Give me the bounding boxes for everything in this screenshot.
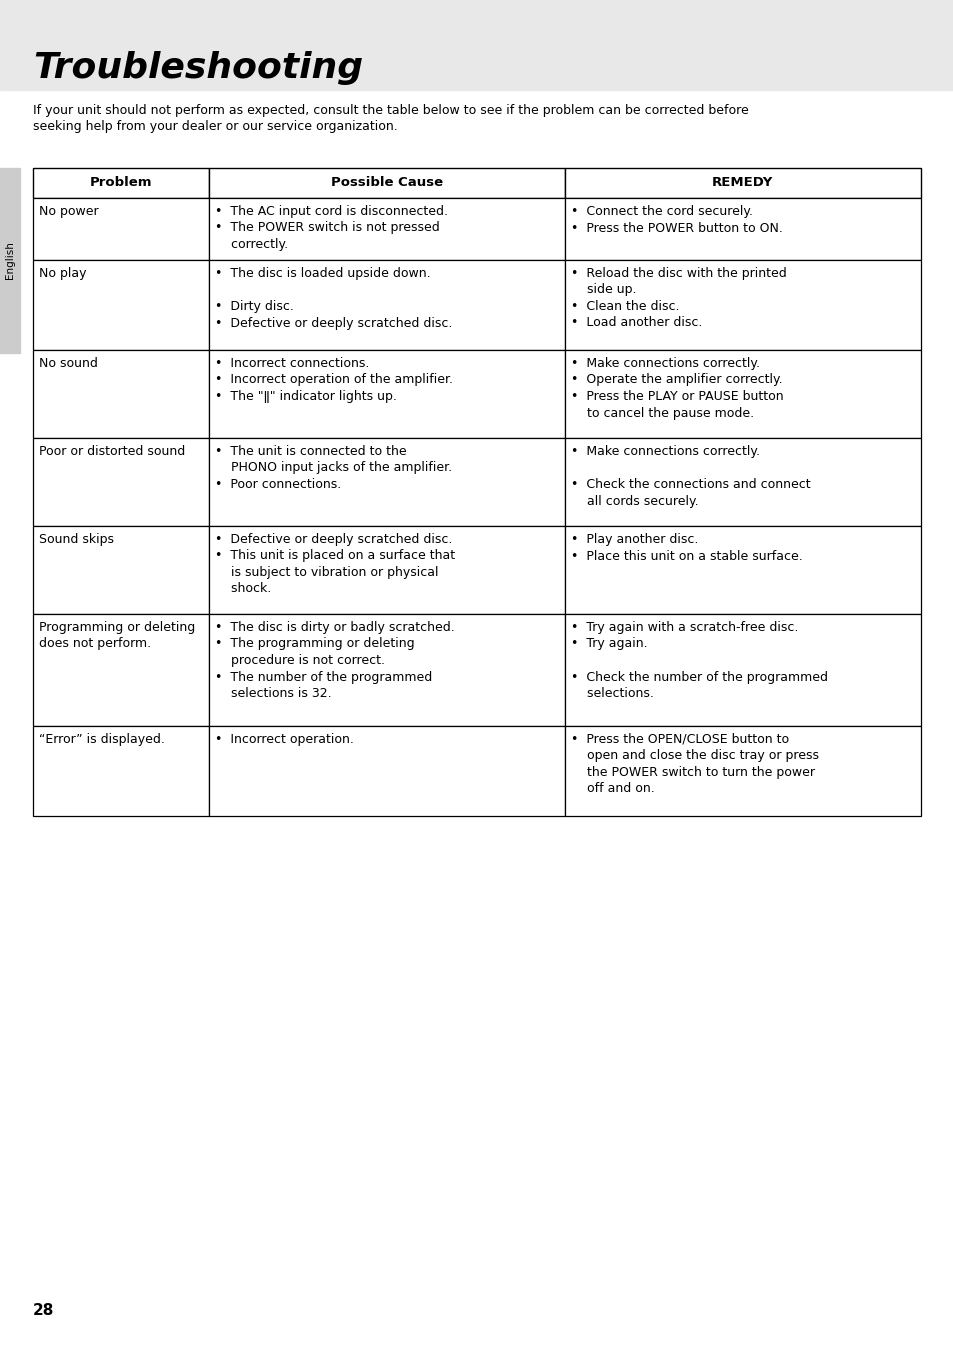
Text: Poor or distorted sound: Poor or distorted sound — [39, 444, 185, 458]
Bar — [209, 725, 564, 816]
Text: REMEDY: REMEDY — [712, 177, 773, 189]
Bar — [33, 438, 209, 526]
Text: •  Connect the cord securely.
•  Press the POWER button to ON.: • Connect the cord securely. • Press the… — [570, 205, 781, 235]
Bar — [33, 199, 209, 259]
Bar — [209, 350, 564, 438]
Bar — [0, 168, 20, 353]
Text: •  Make connections correctly.
•  Operate the amplifier correctly.
•  Press the : • Make connections correctly. • Operate … — [570, 357, 782, 420]
Bar — [564, 438, 920, 526]
Bar — [209, 526, 564, 613]
Bar — [564, 613, 920, 725]
Text: •  The AC input cord is disconnected.
•  The POWER switch is not pressed
    cor: • The AC input cord is disconnected. • T… — [214, 205, 447, 251]
Text: No play: No play — [39, 267, 87, 280]
Text: Programming or deleting
does not perform.: Programming or deleting does not perform… — [39, 621, 195, 650]
Bar — [33, 168, 209, 199]
Text: Troubleshooting: Troubleshooting — [33, 51, 363, 85]
Bar — [33, 526, 209, 613]
Bar — [209, 613, 564, 725]
Text: •  Make connections correctly.

•  Check the connections and connect
    all cor: • Make connections correctly. • Check th… — [570, 444, 810, 508]
Text: Problem: Problem — [90, 177, 152, 189]
Bar — [209, 438, 564, 526]
Bar — [209, 259, 564, 350]
Bar — [564, 259, 920, 350]
Text: If your unit should not perform as expected, consult the table below to see if t: If your unit should not perform as expec… — [33, 104, 748, 118]
Bar — [33, 725, 209, 816]
Bar — [564, 168, 920, 199]
Text: No power: No power — [39, 205, 98, 218]
Text: •  Defective or deeply scratched disc.
•  This unit is placed on a surface that
: • Defective or deeply scratched disc. • … — [214, 534, 455, 596]
Bar — [33, 259, 209, 350]
Bar — [209, 168, 564, 199]
Text: •  Incorrect operation.: • Incorrect operation. — [214, 734, 354, 746]
Text: •  Play another disc.
•  Place this unit on a stable surface.: • Play another disc. • Place this unit o… — [570, 534, 801, 562]
Text: English: English — [5, 242, 15, 280]
Text: •  The disc is dirty or badly scratched.
•  The programming or deleting
    proc: • The disc is dirty or badly scratched. … — [214, 621, 454, 700]
Text: 28: 28 — [33, 1302, 54, 1319]
Text: •  The disc is loaded upside down.

•  Dirty disc.
•  Defective or deeply scratc: • The disc is loaded upside down. • Dirt… — [214, 267, 452, 330]
Text: •  Try again with a scratch-free disc.
•  Try again.

•  Check the number of the: • Try again with a scratch-free disc. • … — [570, 621, 827, 700]
Text: Possible Cause: Possible Cause — [331, 177, 442, 189]
Text: Sound skips: Sound skips — [39, 534, 113, 546]
Text: seeking help from your dealer or our service organization.: seeking help from your dealer or our ser… — [33, 120, 397, 132]
Bar — [564, 199, 920, 259]
Bar — [33, 350, 209, 438]
Bar — [209, 199, 564, 259]
Bar — [33, 613, 209, 725]
Bar — [564, 725, 920, 816]
Bar — [564, 526, 920, 613]
Bar — [564, 350, 920, 438]
Text: •  The unit is connected to the
    PHONO input jacks of the amplifier.
•  Poor : • The unit is connected to the PHONO inp… — [214, 444, 452, 490]
Bar — [0, 0, 953, 91]
Text: “Error” is displayed.: “Error” is displayed. — [39, 734, 165, 746]
Text: •  Incorrect connections.
•  Incorrect operation of the amplifier.
•  The "ǁ" in: • Incorrect connections. • Incorrect ope… — [214, 357, 453, 403]
Text: No sound: No sound — [39, 357, 98, 370]
Text: •  Reload the disc with the printed
    side up.
•  Clean the disc.
•  Load anot: • Reload the disc with the printed side … — [570, 267, 786, 330]
Text: •  Press the OPEN/CLOSE button to
    open and close the disc tray or press
    : • Press the OPEN/CLOSE button to open an… — [570, 734, 818, 796]
